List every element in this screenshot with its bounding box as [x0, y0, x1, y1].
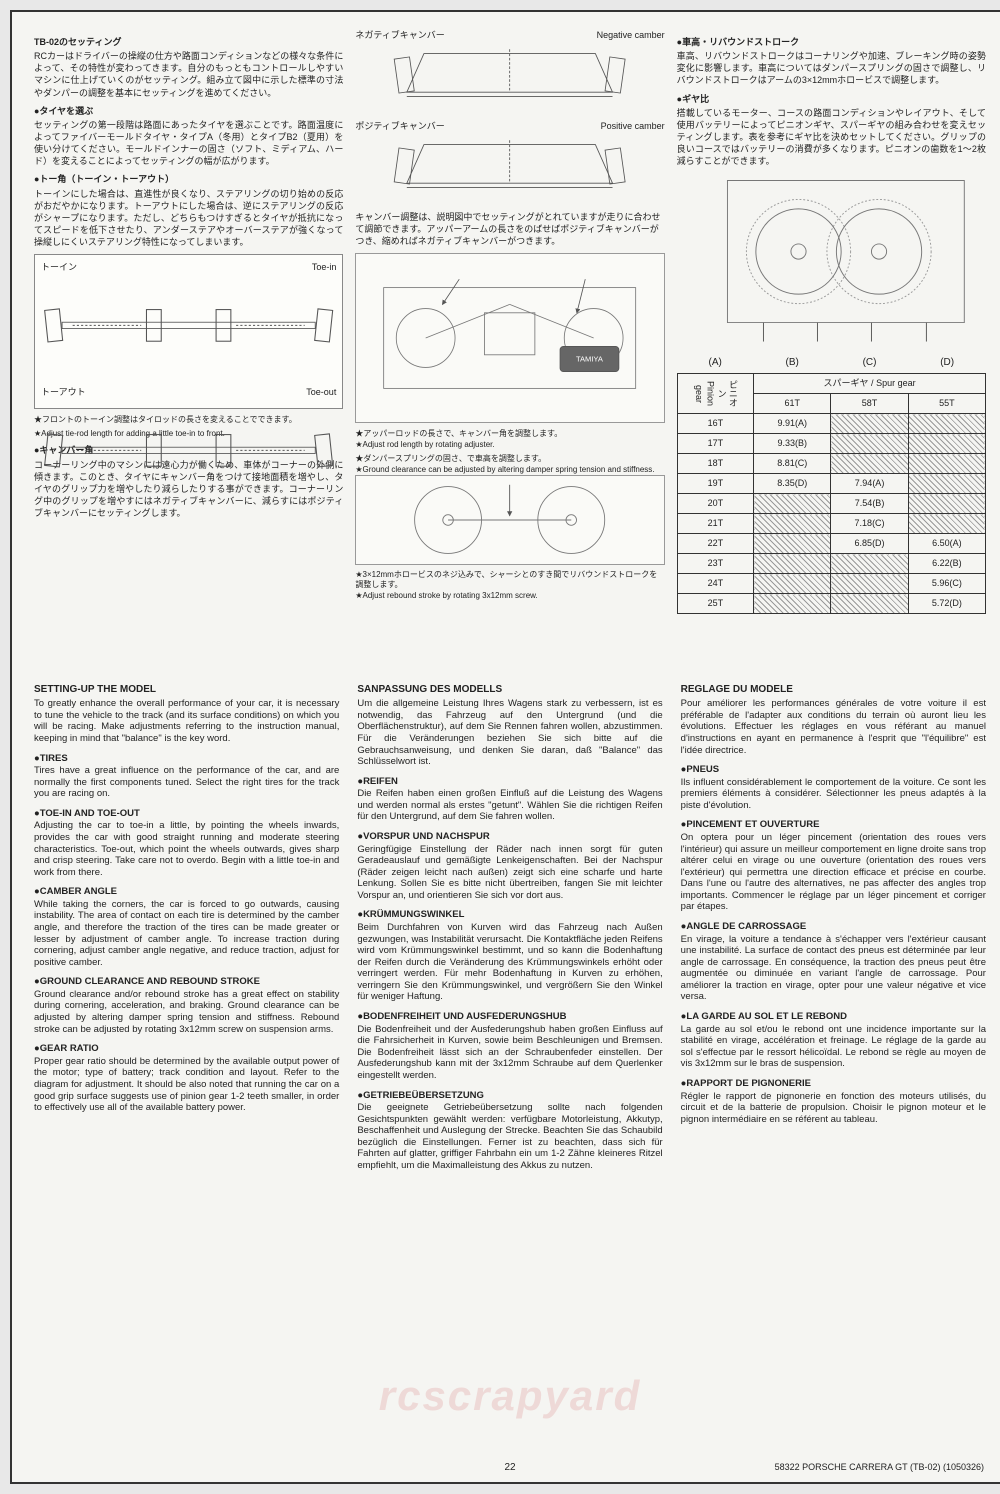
rebound-en: ★Adjust rebound stroke by rotating 3x12m… — [355, 591, 664, 601]
center-column: ネガティブキャンバー Negative camber ポジティブキャンバー Po… — [355, 30, 664, 670]
toe-out-jp: トーアウト — [41, 386, 86, 398]
toe-in-svg — [41, 275, 336, 380]
en-gear: Proper gear ratio should be determined b… — [34, 1056, 339, 1114]
en-tires-h: ●TIRES — [34, 753, 339, 765]
manual-page: TB-02のセッティング RCカーはドライバーの操縦の仕方や路面コンディションな… — [10, 10, 1000, 1484]
toe-diagram: トーイン Toe-in トーアウト Toe-out — [34, 254, 343, 409]
spur-jp: スパーギヤ — [824, 378, 869, 388]
de-cam-h: ●KRÜMMUNGSWINKEL — [357, 909, 662, 921]
gear-label-c: (C) — [863, 357, 877, 370]
jp-toe: トーインにした場合は、直進性が良くなり、ステアリングの切り始めの反応がおだやかに… — [34, 188, 343, 249]
de-cam: Beim Durchfahren von Kurven wird das Fah… — [357, 922, 662, 1003]
de-gear-h: ●GETRIEBEÜBERSETZUNG — [357, 1090, 662, 1102]
english-col: SETTING-UP THE MODEL To greatly enhance … — [34, 684, 339, 1174]
french-col: REGLAGE DU MODELE Pour améliorer les per… — [681, 684, 986, 1174]
en-toe-h: ●TOE-IN AND TOE-OUT — [34, 808, 339, 820]
en-tires: Tires have a great influence on the perf… — [34, 765, 339, 800]
model-ref: 58322 PORSCHE CARRERA GT (TB-02) (105032… — [775, 1462, 984, 1473]
de-tires-h: ●REIFEN — [357, 776, 662, 788]
fr-gear-h: ●RAPPORT DE PIGNONERIE — [681, 1078, 986, 1090]
footer: 22 58322 PORSCHE CARRERA GT (TB-02) (105… — [12, 1462, 1000, 1475]
en-intro: To greatly enhance the overall performan… — [34, 698, 339, 744]
pinion-jp: ピニオン — [717, 380, 738, 407]
gear-label-b: (B) — [786, 357, 799, 370]
gear-label-row: (A) (B) (C) (D) — [677, 357, 986, 370]
pos-camber-block: ポジティブキャンバー Positive camber — [355, 121, 664, 200]
jp-title: TB-02のセッティング — [34, 36, 343, 48]
ride: 車高、リバウンドストロークはコーナリングや加速、ブレーキング時の姿勢変化に影響し… — [677, 50, 986, 86]
fr-gear: Régler le rapport de pignonerie en fonct… — [681, 1091, 986, 1126]
toe-in-jp: トーイン — [41, 261, 77, 273]
spring-en: ★Ground clearance can be adjusted by alt… — [355, 465, 664, 475]
en-h: SETTING-UP THE MODEL — [34, 684, 339, 696]
fr-cam: En virage, la voiture a tendance à s'éch… — [681, 934, 986, 1003]
de-tires: Die Reifen haben einen großen Einfluß au… — [357, 788, 662, 823]
gear-h: ●ギヤ比 — [677, 93, 986, 105]
de-ground: Die Bodenfreiheit und der Ausfederungshu… — [357, 1024, 662, 1082]
gear: 搭載しているモーター、コースの路面コンディションやレイアウト、そして使用バッテリ… — [677, 107, 986, 168]
jp-column: TB-02のセッティング RCカーはドライバーの操縦の仕方や路面コンディションな… — [34, 30, 343, 670]
pinion-en: Pinion gear — [694, 381, 715, 406]
de-h: SANPASSUNG DES MODELLS — [357, 684, 662, 696]
fr-h: REGLAGE DU MODELE — [681, 684, 986, 696]
fr-cam-h: ●ANGLE DE CARROSSAGE — [681, 921, 986, 933]
fr-ground-h: ●LA GARDE AU SOL ET LE REBOND — [681, 1011, 986, 1023]
fr-toe-h: ●PINCEMENT ET OUVERTURE — [681, 819, 986, 831]
svg-text:TAMIYA: TAMIYA — [576, 355, 604, 364]
neg-camber-jp: ネガティブキャンバー — [355, 30, 444, 41]
jp-intro: RCカーはドライバーの操縦の仕方や路面コンディションなどの様々な条件によって、そ… — [34, 50, 343, 99]
bottom-section: SETTING-UP THE MODEL To greatly enhance … — [34, 684, 986, 1174]
en-cam-h: ●CAMBER ANGLE — [34, 886, 339, 898]
gear-label-d: (D) — [940, 357, 954, 370]
fr-intro: Pour améliorer les performances générale… — [681, 698, 986, 756]
jp-tire: セッティングの第一段階は路面にあったタイヤを選ぶことです。路面温度によってファイ… — [34, 119, 343, 168]
german-col: SANPASSUNG DES MODELLS Um die allgemeine… — [357, 684, 662, 1174]
pos-camber-svg — [355, 136, 664, 196]
rebound-jp: ★3×12mmホロービスのネジ込みで、シャーシとのすき間でリバウンドストロークを… — [355, 570, 664, 589]
de-intro: Um die allgemeine Leistung Ihres Wagens … — [357, 698, 662, 767]
gearbox-diagram — [677, 171, 986, 351]
fr-toe: On optera pour un léger pincement (orien… — [681, 832, 986, 913]
right-column: ●車高・リバウンドストローク 車高、リバウンドストロークはコーナリングや加速、ブ… — [677, 30, 986, 670]
chassis-diagram: TAMIYA — [355, 253, 664, 423]
gear-label-a: (A) — [709, 357, 722, 370]
jp-toe-h: ●トー角（トーイン・トーアウト） — [34, 173, 343, 185]
neg-camber-block: ネガティブキャンバー Negative camber — [355, 30, 664, 109]
pos-camber-en: Positive camber — [601, 121, 665, 132]
gear-table: ピニオン Pinion gear スパーギヤ / Spur gear 61T58… — [677, 373, 986, 614]
pos-camber-jp: ポジティブキャンバー — [355, 121, 444, 132]
spring-jp: ★ダンパースプリングの固さ、で車高を調整します。 — [355, 454, 664, 464]
en-gear-h: ●GEAR RATIO — [34, 1043, 339, 1055]
de-ground-h: ●BODENFREIHEIT UND AUSFEDERUNGSHUB — [357, 1011, 662, 1023]
jp-tire-h: ●タイヤを選ぶ — [34, 105, 343, 117]
de-toe-h: ●VORSPUR UND NACHSPUR — [357, 831, 662, 843]
neg-camber-en: Negative camber — [597, 30, 665, 41]
neg-camber-svg — [355, 45, 664, 105]
watermark: rcscrapyard — [379, 1370, 642, 1423]
cam-note: キャンバー調整は、説明図中でセッティングがとれていますが走りに合わせて調節できま… — [355, 211, 664, 247]
toe-in-en: Toe-in — [312, 261, 337, 273]
fr-ground: La garde au sol et/ou le rebond ont une … — [681, 1024, 986, 1070]
de-toe: Geringfügige Einstellung der Räder nach … — [357, 844, 662, 902]
page-number: 22 — [504, 1462, 515, 1473]
spur-en: Spur gear — [876, 378, 916, 388]
rod-jp: ★アッパーロッドの長さで、キャンバー角を調整します。 — [355, 429, 664, 439]
fr-tires-h: ●PNEUS — [681, 764, 986, 776]
top-section: TB-02のセッティング RCカーはドライバーの操縦の仕方や路面コンディションな… — [34, 30, 986, 670]
rod-en: ★Adjust rod length by rotating adjuster. — [355, 440, 664, 450]
en-toe: Adjusting the car to toe-in a little, by… — [34, 820, 339, 878]
rebound-diagram — [355, 475, 664, 565]
toe-out-en: Toe-out — [306, 386, 336, 398]
en-ground-h: ●GROUND CLEARANCE AND REBOUND STROKE — [34, 976, 339, 988]
de-gear: Die geeignete Getriebeübersetzung sollte… — [357, 1102, 662, 1171]
en-cam: While taking the corners, the car is for… — [34, 899, 339, 968]
toe-out-svg — [41, 400, 336, 505]
ride-h: ●車高・リバウンドストローク — [677, 36, 986, 48]
en-ground: Ground clearance and/or rebound stroke h… — [34, 989, 339, 1035]
fr-tires: Ils influent considérablement le comport… — [681, 777, 986, 812]
